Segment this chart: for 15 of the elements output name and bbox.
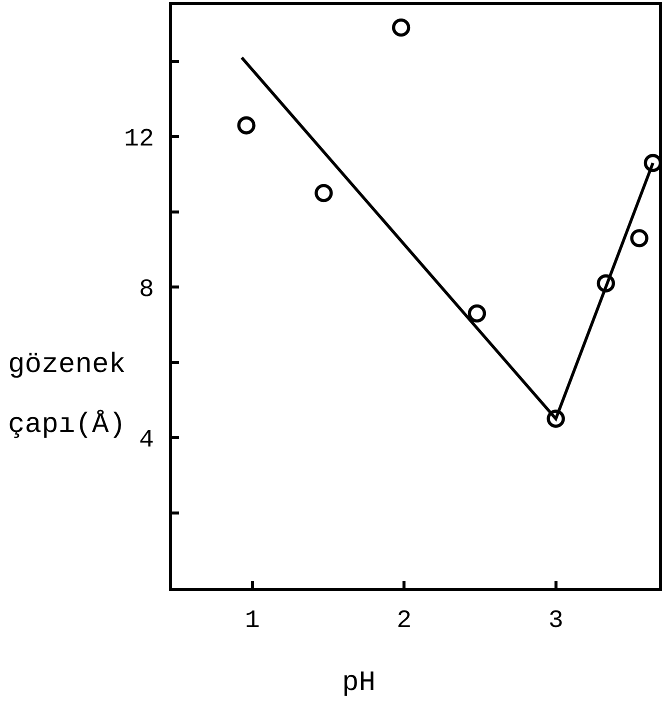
y-tick-label: 12 [124,124,154,154]
point [237,116,256,134]
point [596,274,615,292]
point [546,410,565,428]
x-tick-label: 2 [396,606,412,635]
point [314,184,333,202]
y-axis-title: gözenek çapı(Å) [8,350,126,441]
x-axis-title: pH [342,668,376,699]
y-tick-label: 4 [138,425,154,454]
x-tick-label: 1 [244,606,260,635]
point [468,304,486,323]
y-tick-label: 8 [138,274,154,304]
point [392,18,410,37]
x-tick-label: 3 [548,606,564,635]
point [630,229,648,248]
